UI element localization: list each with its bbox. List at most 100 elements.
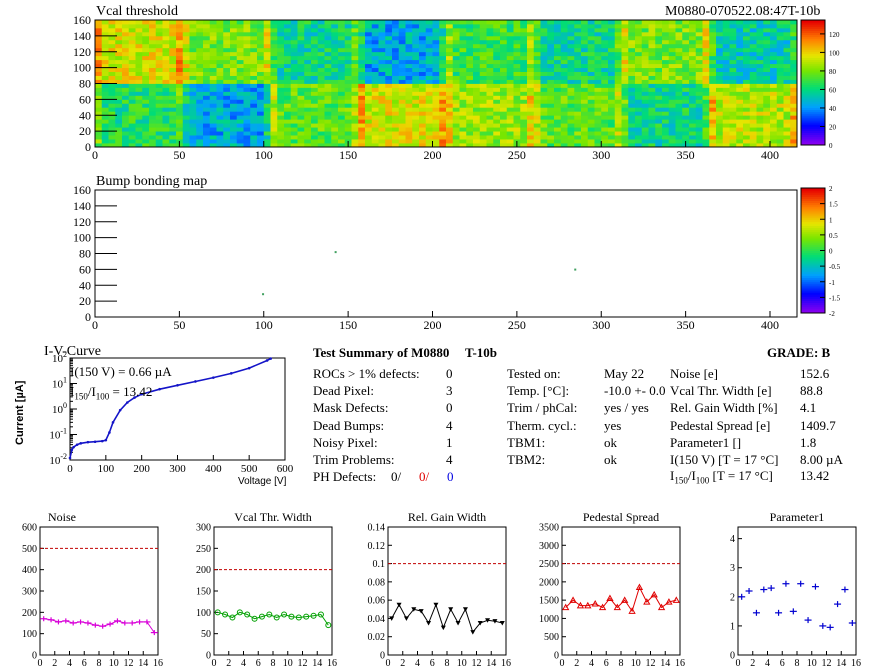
vcal-cell xyxy=(378,75,386,80)
roc-plot-marker xyxy=(433,602,439,608)
vcal-cell xyxy=(392,119,400,124)
vcal-cell xyxy=(176,63,184,69)
vcal-cell xyxy=(749,67,757,72)
vcal-cell xyxy=(176,55,184,61)
vcal-cell xyxy=(520,119,528,124)
vcal-cell xyxy=(162,111,170,116)
vcal-cell xyxy=(405,59,413,65)
vcal-cell xyxy=(493,47,501,53)
roc-plot-title: Parameter1 xyxy=(770,510,825,524)
bump-palette-cell xyxy=(801,188,825,191)
vcal-cell xyxy=(675,71,683,76)
roc-plot-y-tick-label: 200 xyxy=(22,608,37,619)
vcal-cell xyxy=(574,123,582,128)
vcal-cell xyxy=(716,99,724,104)
vcal-cell xyxy=(554,51,562,57)
vcal-cell xyxy=(405,91,413,96)
vcal-cell xyxy=(736,95,744,100)
vcal-cell xyxy=(115,119,123,124)
vcal-cell xyxy=(513,20,521,25)
vcal-cell xyxy=(142,83,150,88)
vcal-cell xyxy=(587,20,595,25)
vcal-cell xyxy=(331,115,339,120)
vcal-cell xyxy=(115,47,123,53)
vcal-cell xyxy=(182,63,190,69)
iv-current-label: I(150 V) = 0.66 µA xyxy=(70,364,172,379)
vcal-cell xyxy=(304,79,312,84)
vcal-cell xyxy=(196,143,204,148)
vcal-cell xyxy=(567,119,575,124)
vcal-cell xyxy=(675,51,683,57)
vcal-cell xyxy=(209,91,217,96)
vcal-cell xyxy=(277,47,285,53)
vcal-x-tick-label: 100 xyxy=(255,148,273,162)
vcal-cell xyxy=(554,95,562,100)
vcal-cell xyxy=(722,35,730,41)
vcal-cell xyxy=(311,75,319,80)
vcal-cell xyxy=(412,63,420,69)
summary-temp-tag: T-10b xyxy=(465,345,498,360)
vcal-cell xyxy=(513,55,521,61)
vcal-cell xyxy=(216,87,224,92)
vcal-cell xyxy=(527,103,535,108)
vcal-cell xyxy=(365,107,373,112)
vcal-cell xyxy=(351,67,359,72)
vcal-cell xyxy=(560,119,568,124)
vcal-cell xyxy=(371,27,379,33)
vcal-cell xyxy=(176,115,184,120)
vcal-cell xyxy=(203,111,211,116)
vcal-cell xyxy=(709,119,717,124)
vcal-cell xyxy=(101,79,109,84)
roc-plot-marker xyxy=(266,611,273,618)
bump-palette-cell xyxy=(801,310,825,314)
vcal-cell xyxy=(209,119,217,124)
vcal-cell xyxy=(432,55,440,61)
vcal-cell xyxy=(351,99,359,104)
vcal-cell xyxy=(216,39,224,45)
vcal-cell xyxy=(770,20,778,25)
vcal-cell xyxy=(641,79,649,84)
vcal-cell xyxy=(668,31,676,37)
vcal-cell xyxy=(533,135,541,140)
summary-left-label: Dead Pixel: xyxy=(313,383,375,399)
vcal-cell xyxy=(169,119,177,124)
roc-plot-x-tick-label: 8 xyxy=(97,658,102,669)
iv-curve-title: I-V-Curve xyxy=(44,344,102,359)
vcal-cell xyxy=(324,59,332,65)
vcal-cell xyxy=(419,27,427,33)
vcal-cell xyxy=(419,99,427,104)
summary-middle-row: Tested on: May 22 xyxy=(507,366,667,383)
vcal-palette-cell xyxy=(801,126,825,129)
vcal-cell xyxy=(128,51,136,57)
vcal-palette-cell xyxy=(801,90,825,94)
vcal-cell xyxy=(500,43,508,49)
vcal-cell xyxy=(122,111,130,116)
vcal-cell xyxy=(527,43,535,49)
vcal-cell xyxy=(533,31,541,37)
vcal-cell xyxy=(560,20,568,25)
vcal-cell xyxy=(169,27,177,33)
vcal-cell xyxy=(182,115,190,120)
vcal-cell xyxy=(95,31,103,37)
vcal-cell xyxy=(101,55,109,61)
vcal-cell xyxy=(304,23,312,29)
vcal-cell xyxy=(101,107,109,112)
vcal-cell xyxy=(425,135,433,140)
vcal-cell xyxy=(311,35,319,41)
vcal-cell xyxy=(344,83,352,88)
vcal-cell xyxy=(709,79,717,84)
vcal-cell xyxy=(756,143,764,148)
vcal-cell xyxy=(459,31,467,37)
vcal-cell xyxy=(567,39,575,45)
vcal-cell xyxy=(763,107,771,112)
vcal-cell xyxy=(763,103,771,108)
vcal-cell xyxy=(128,95,136,100)
vcal-cell xyxy=(412,39,420,45)
vcal-cell xyxy=(587,139,595,144)
vcal-cell xyxy=(101,131,109,136)
vcal-cell xyxy=(675,55,683,61)
vcal-cell xyxy=(358,127,366,132)
vcal-cell xyxy=(655,119,663,124)
vcal-cell xyxy=(270,35,278,41)
vcal-cell xyxy=(756,55,764,61)
